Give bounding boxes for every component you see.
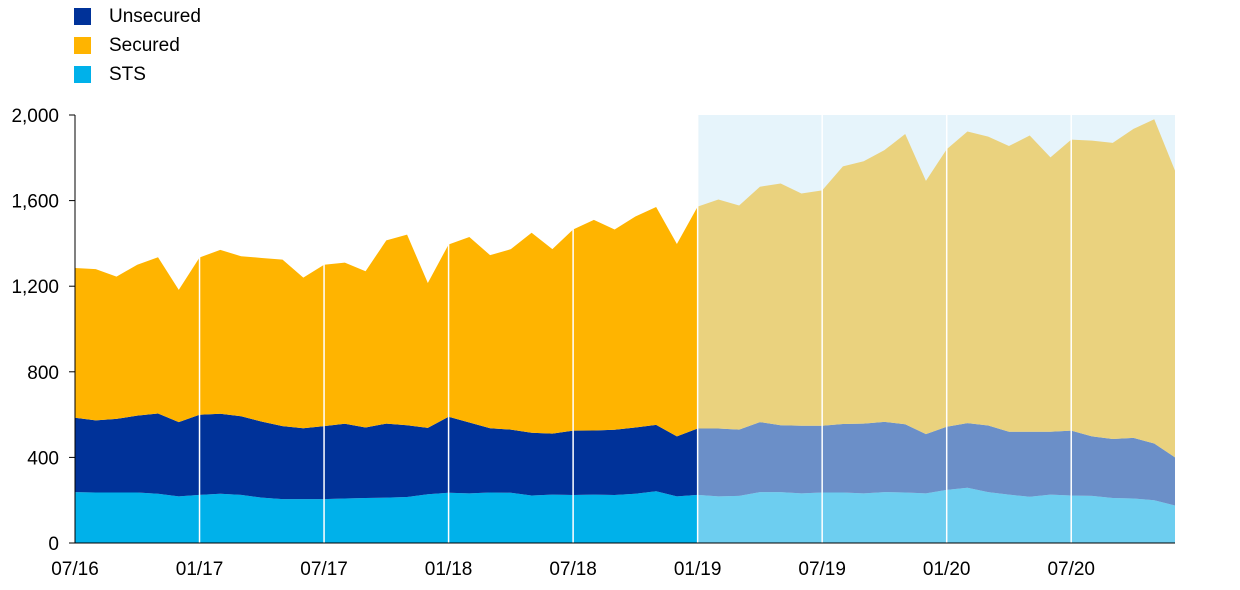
legend-item-unsecured: Unsecured	[74, 2, 201, 31]
legend-item-sts: STS	[74, 60, 201, 89]
x-tick-label: 07/20	[1047, 559, 1095, 580]
gridlines	[198, 115, 1072, 543]
area-sts-projection	[697, 487, 1175, 543]
y-tick-label: 400	[27, 448, 59, 469]
x-tick-label: 01/20	[923, 559, 971, 580]
x-tick-label: 01/17	[176, 559, 224, 580]
legend-swatch-sts	[74, 66, 91, 83]
legend-label-sts: STS	[109, 63, 146, 85]
legend-item-secured: Secured	[74, 31, 201, 60]
x-tick-label: 07/16	[51, 559, 99, 580]
area-unsecured-projection	[697, 421, 1175, 506]
y-tick-label: 1,200	[11, 277, 59, 298]
y-tick-label: 1,600	[11, 192, 59, 213]
area-secured-projection	[697, 119, 1175, 458]
legend-label-unsecured: Unsecured	[109, 5, 201, 27]
y-tick-label: 0	[48, 534, 59, 555]
legend-label-secured: Secured	[109, 34, 180, 56]
area-sts	[75, 491, 698, 543]
area-secured	[75, 206, 698, 437]
x-tick-label: 07/18	[549, 559, 597, 580]
series-areas	[75, 119, 1175, 543]
x-tick-label: 07/19	[798, 559, 846, 580]
y-tick-label: 800	[27, 363, 59, 384]
tick-labels: 07/16 01/17 07/17 01/18 07/18 01/19 07/19 01/20…	[11, 106, 1095, 580]
x-tick-label: 07/17	[300, 559, 348, 580]
area-unsecured	[75, 413, 698, 500]
x-tick-label: 01/19	[674, 559, 722, 580]
y-tick-label: 2,000	[11, 106, 59, 127]
legend: Unsecured Secured STS	[74, 2, 201, 89]
axes	[69, 114, 1175, 544]
legend-swatch-secured	[74, 37, 91, 54]
legend-swatch-unsecured	[74, 8, 91, 25]
x-tick-label: 01/18	[425, 559, 473, 580]
